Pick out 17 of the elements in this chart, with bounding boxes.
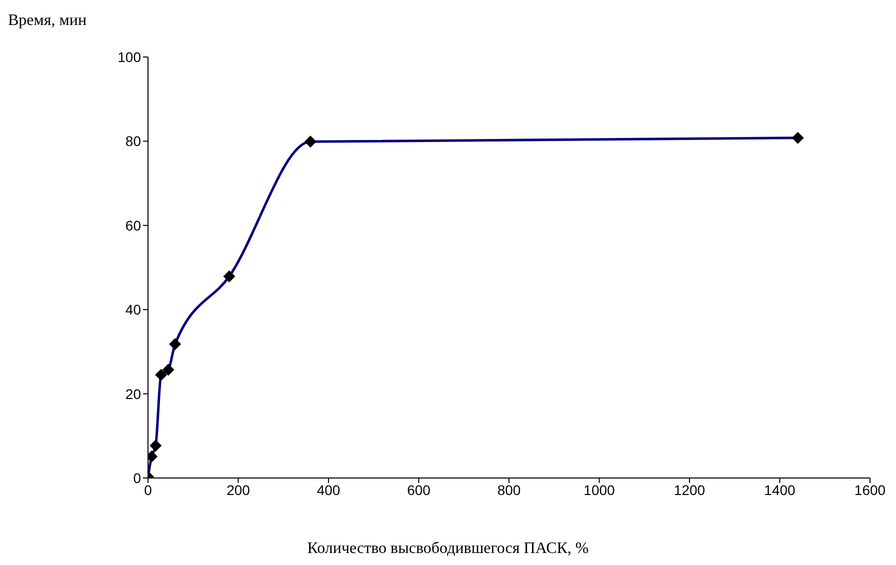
x-tick-label: 1400	[764, 482, 796, 498]
x-axis-title: Количество высвободившегося ПАСК, %	[306, 540, 590, 558]
y-tick-label: 100	[118, 48, 142, 65]
x-tick-label: 1000	[584, 482, 616, 498]
y-axis-title: Время, мин	[8, 12, 87, 30]
y-tick-label: 0	[133, 470, 142, 486]
y-tick-label: 20	[125, 386, 142, 402]
x-tick-label: 200	[226, 482, 250, 498]
x-tick-label: 800	[497, 482, 521, 498]
x-tick-label: 400	[316, 482, 340, 498]
x-tick-label: 1600	[854, 482, 886, 498]
x-tick-label: 1200	[674, 482, 706, 498]
y-tick-label: 60	[125, 217, 142, 234]
y-tick-label: 80	[125, 133, 142, 150]
y-tick-label: 40	[125, 302, 142, 318]
x-tick-label: 600	[407, 482, 431, 498]
x-tick-label: 0	[144, 482, 152, 498]
